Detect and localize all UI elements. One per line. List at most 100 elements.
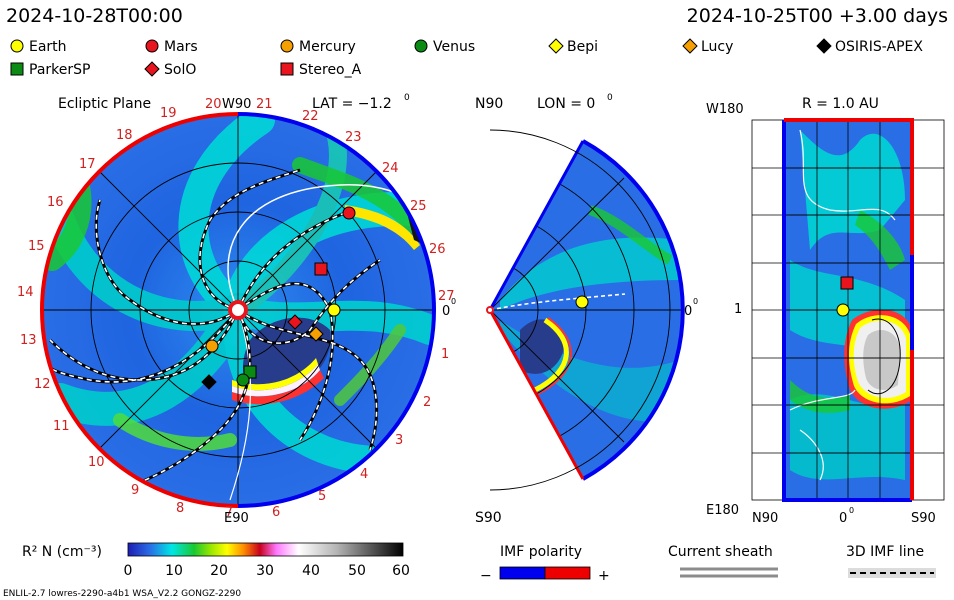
meridional-right-degree: 0 (693, 297, 698, 306)
osiris-apex-marker (201, 374, 217, 390)
svg-text:18: 18 (116, 128, 133, 143)
svg-text:16: 16 (47, 195, 64, 210)
svg-text:7: 7 (225, 505, 233, 520)
svg-text:15: 15 (28, 239, 45, 254)
imf-positive-swatch (544, 566, 591, 580)
svg-text:12: 12 (34, 377, 51, 392)
svg-text:23: 23 (345, 130, 362, 145)
earth-marker (327, 303, 341, 317)
colorbar-tick: 10 (165, 563, 183, 579)
meridional-lon-degree: 0 (607, 93, 613, 103)
colorbar-tick: 50 (348, 563, 366, 579)
solo-marker (287, 314, 303, 330)
ecliptic-bottom-label: E90 (224, 511, 249, 526)
meridional-right-label: 0 (684, 304, 692, 319)
current-sheath-legend: Current sheath (668, 544, 778, 578)
solo-marker-icon (144, 61, 160, 77)
colorbar: R² N (cm⁻³) 0 10 20 30 40 50 60 (22, 542, 410, 579)
model-footer: ENLIL-2.7 lowres-2290-a4b1 WSA_V2.2 GONG… (3, 589, 241, 599)
colorbar-tick: 0 (124, 563, 133, 579)
meridional-bottom-label: S90 (475, 510, 502, 526)
current-sheath-label: Current sheath (668, 544, 773, 560)
mercury-marker (205, 339, 219, 353)
radial-y-mid: 1 (734, 302, 742, 317)
sun-icon (228, 300, 248, 320)
venus-marker-icon (414, 39, 428, 53)
colorbar-tick: 20 (210, 563, 228, 579)
ecliptic-top-label: W90 (222, 97, 251, 112)
radial-y-top: W180 (706, 102, 744, 117)
parkersp-marker-icon (10, 62, 24, 76)
ecliptic-right-label: 0 (442, 304, 450, 319)
legend-lucy: Lucy (701, 39, 733, 55)
radial-panel: R = 1.0 AU W180 1 E180 N90 0 0 S90 (706, 96, 945, 526)
svg-text:27: 27 (438, 289, 455, 304)
radial-x-mid: 0 (839, 511, 847, 526)
lucy-marker-icon (682, 38, 698, 54)
imf-polarity-legend: IMF polarity − + (480, 544, 610, 584)
sector-numbers: 1 2 3 4 5 6 7 8 9 10 11 12 13 14 15 16 1… (17, 97, 455, 520)
colorbar-gradient (127, 542, 404, 557)
svg-text:1: 1 (441, 347, 449, 362)
svg-text:25: 25 (410, 199, 427, 214)
ecliptic-lat-label: LAT = −1.2 (312, 96, 392, 112)
meridional-top-label: N90 (475, 96, 503, 112)
colorbar-label: R² N (cm⁻³) (22, 544, 102, 560)
svg-text:20: 20 (205, 97, 222, 112)
svg-text:22: 22 (302, 109, 319, 124)
colorbar-tick: 40 (302, 563, 320, 579)
radial-stereo-a-marker (840, 276, 854, 290)
mercury-marker-icon (280, 39, 294, 53)
svg-text:11: 11 (53, 419, 70, 434)
earth-marker-icon (10, 39, 24, 53)
svg-text:8: 8 (176, 501, 184, 516)
imf-plus-label: + (598, 568, 610, 584)
mars-marker-icon (145, 39, 159, 53)
venus-marker (236, 373, 250, 387)
ecliptic-right-degree: 0 (451, 297, 456, 306)
date-left: 2024-10-28T00:00 (6, 5, 183, 27)
svg-text:2: 2 (423, 395, 431, 410)
stereo-a-marker-icon (280, 62, 294, 76)
radial-x-degree: 0 (849, 506, 854, 515)
radial-r-label: R = 1.0 AU (802, 96, 879, 112)
svg-text:5: 5 (318, 489, 326, 504)
ecliptic-panel: Ecliptic Plane LAT = −1.2 0 (17, 93, 456, 526)
stereo-a-marker (314, 262, 328, 276)
bepi-marker-icon (548, 38, 564, 54)
legend-osiris-apex: OSIRIS-APEX (835, 39, 923, 55)
colorbar-tick: 30 (256, 563, 274, 579)
svg-text:13: 13 (20, 333, 37, 348)
svg-text:14: 14 (17, 285, 34, 300)
legend-mars: Mars (164, 39, 198, 55)
svg-text:9: 9 (131, 483, 139, 498)
imf-negative-swatch (499, 566, 546, 580)
svg-text:3: 3 (395, 433, 403, 448)
imf-minus-label: − (480, 568, 492, 584)
ecliptic-lat-degree: 0 (404, 93, 410, 103)
meridional-earth-marker (575, 295, 589, 309)
date-right: 2024-10-25T00 +3.00 days (687, 5, 948, 27)
legend-parkersp: ParkerSP (29, 62, 90, 78)
imf-polarity-title: IMF polarity (500, 544, 582, 560)
svg-text:19: 19 (160, 106, 177, 121)
lucy-marker (308, 326, 324, 342)
mars-marker (342, 206, 356, 220)
legend-mercury: Mercury (299, 39, 356, 55)
legend-stereo-a: Stereo_A (299, 62, 362, 78)
imf-line-legend: 3D IMF line (846, 544, 936, 578)
legend-solo: SolO (164, 62, 196, 78)
radial-y-bottom: E180 (706, 503, 739, 518)
svg-text:10: 10 (88, 455, 105, 470)
svg-text:24: 24 (382, 161, 399, 176)
osiris-apex-marker-icon (816, 38, 832, 54)
legend-bepi: Bepi (567, 39, 598, 55)
legend-earth: Earth (29, 39, 67, 55)
radial-x-right: S90 (911, 511, 936, 526)
meridional-lon-label: LON = 0 (537, 96, 595, 112)
object-legend: Earth Mars Mercury Venus Bepi Lucy OSIRI… (10, 38, 923, 78)
svg-text:21: 21 (256, 97, 273, 112)
svg-text:17: 17 (79, 157, 96, 172)
svg-text:26: 26 (429, 242, 446, 257)
